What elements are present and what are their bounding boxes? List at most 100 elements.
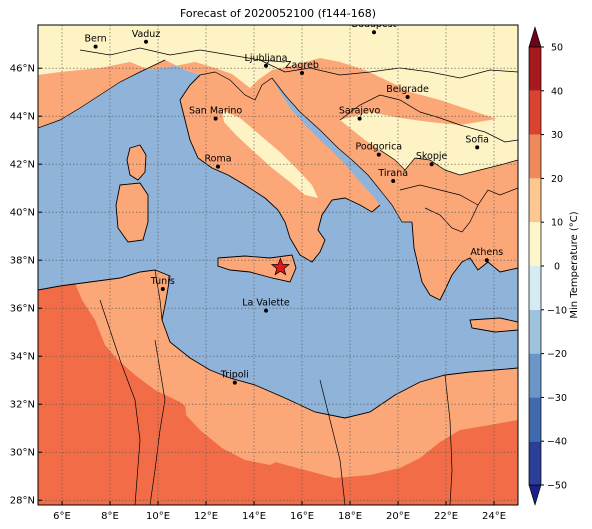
city-dot	[232, 380, 237, 385]
colorbar-tick-label: 40	[551, 86, 563, 97]
city-label: Podgorica	[355, 142, 402, 153]
city-dot	[264, 63, 268, 68]
lon-tick-label: 18°E	[338, 511, 362, 522]
colorbar-min-extension	[528, 484, 542, 507]
corsica-island	[127, 145, 146, 180]
lat-tick-label: 28°N	[10, 496, 35, 507]
alps-cold-zone	[38, 25, 518, 62]
colorbar-max-extension	[528, 25, 542, 48]
lat-tick-label: 36°N	[10, 304, 35, 315]
lon-tick-label: 20°E	[386, 511, 410, 522]
colorbar-label: Min Temperature (°C)	[569, 211, 580, 318]
lon-tick-label: 6°E	[53, 511, 71, 522]
city-label: Belgrade	[386, 84, 429, 95]
north-mild-zone	[38, 58, 518, 232]
lat-tick-label: 46°N	[10, 64, 35, 75]
lat-tick-label: 40°N	[10, 208, 35, 219]
country-borders	[38, 47, 518, 505]
colorbar-tick-label: 0	[554, 262, 560, 273]
colorbar-tick-label: 50	[551, 43, 563, 54]
lon-tick-label: 8°E	[101, 511, 119, 522]
city-label: Vaduz	[132, 29, 161, 40]
greece-mild-zone	[412, 188, 518, 300]
lon-tick-label: 24°E	[482, 511, 506, 522]
colorbar-tick-label: −50	[547, 481, 567, 492]
city-label: Skopje	[416, 151, 448, 162]
colorbar-tick-label: −10	[547, 305, 567, 316]
lon-tick-label: 14°E	[242, 511, 266, 522]
lat-tick-label: 44°N	[10, 112, 35, 123]
city-dot	[160, 287, 165, 291]
colorbar-segment	[529, 353, 541, 398]
colorbar-segment	[529, 90, 541, 135]
city-label: Bern	[85, 34, 107, 45]
colorbar-segment	[529, 134, 541, 179]
city-dot	[429, 162, 434, 167]
map-title: Forecast of 2020052100 (f144-168)	[179, 7, 377, 20]
colorbar-segment	[529, 441, 541, 485]
lon-tick-label: 10°E	[146, 511, 170, 522]
sicily-island	[218, 255, 296, 282]
coastal-mild-patch	[185, 400, 290, 465]
city-dot	[405, 95, 410, 99]
city-dot	[264, 308, 268, 313]
coastlines	[38, 74, 518, 419]
lon-tick-label: 22°E	[434, 511, 458, 522]
city-dot	[213, 116, 218, 121]
map-frame	[37, 24, 519, 506]
colorbar-tick-label: −30	[547, 393, 567, 404]
lon-tick-label: 16°E	[290, 511, 314, 522]
city-label: Tripoli	[220, 370, 249, 381]
lat-tick-label: 38°N	[10, 256, 35, 267]
colorbar-tick-label: 20	[551, 174, 563, 185]
city-dot	[391, 179, 396, 183]
city-dot	[300, 71, 304, 75]
lat-tick-label: 30°N	[10, 448, 35, 459]
city-label: Zagreb	[285, 60, 319, 71]
city-dot	[93, 44, 98, 49]
balkans-cold-zone	[340, 112, 518, 175]
city-label: Sarajevo	[339, 106, 381, 117]
city-dot	[216, 164, 220, 169]
colorbar-segment	[529, 222, 541, 266]
city-label: La Valette	[242, 298, 290, 309]
graticule	[38, 25, 518, 505]
city-label: Ljubljana	[245, 53, 288, 64]
colorbar-tick-label: −20	[547, 349, 567, 360]
lon-tick-label: 12°E	[194, 511, 218, 522]
colorbar-segment	[529, 397, 541, 442]
lat-tick-label: 42°N	[10, 160, 35, 171]
lat-tick-label: 34°N	[10, 352, 35, 363]
city-label: Tirana	[377, 168, 408, 179]
city-label: Budapest	[352, 19, 397, 30]
city-label: Roma	[204, 154, 231, 165]
colorbar-segment	[529, 47, 541, 91]
city-label: San Marino	[189, 106, 242, 117]
colorbar-segment	[529, 266, 541, 310]
colorbar-segment	[529, 309, 541, 354]
city-dot	[357, 116, 362, 121]
colorbar-segment	[529, 178, 541, 223]
city-label: Athens	[470, 247, 503, 258]
star-marker	[270, 257, 290, 276]
city-dot	[144, 39, 148, 44]
city-dot	[376, 152, 381, 157]
city-label: Sofia	[465, 134, 489, 145]
apennines-cold-zone	[222, 110, 318, 198]
colorbar-tick-label: 30	[551, 130, 563, 141]
city-label: Tunis	[150, 276, 175, 287]
city-dot	[475, 145, 480, 150]
colorbar-tick-label: 10	[551, 218, 563, 229]
map-axes: 6°E 8°E 10°E 12°E 14°E 16°E 18°E 20°E 22°E 24°E 28…	[10, 64, 506, 522]
sardinia-island	[116, 183, 148, 242]
city-dot	[372, 30, 376, 35]
colorbar-tick-label: −40	[547, 437, 567, 448]
crete-island	[470, 318, 518, 332]
lat-tick-label: 32°N	[10, 400, 35, 411]
city-dot	[484, 258, 489, 263]
colorbar: −50 −40 −30 −20 −10 0 10 20 30 40 50	[528, 25, 567, 507]
